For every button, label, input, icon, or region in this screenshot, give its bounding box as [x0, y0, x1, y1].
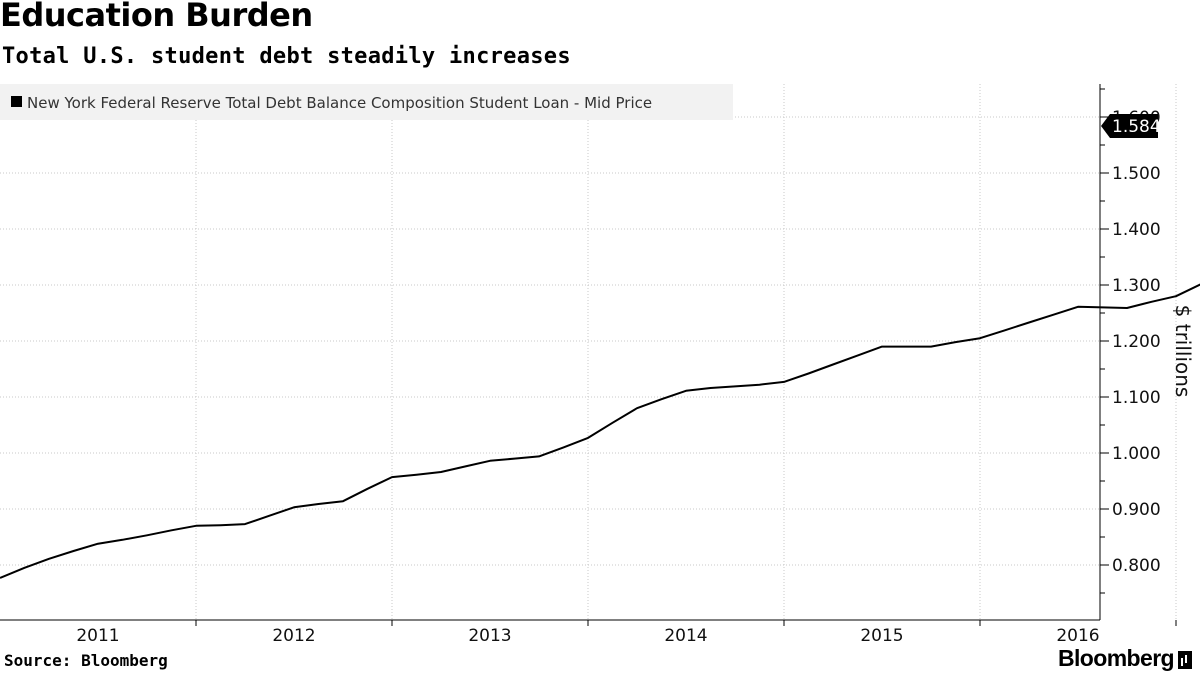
y-tick-label: 1.200	[1112, 332, 1161, 352]
series-layer	[0, 283, 1200, 579]
brand-name: Bloomberg	[1058, 645, 1175, 671]
y-axis: 0.800 0.900 1.000 1.100 1.200 1.300 1.400 1.500…	[1099, 84, 1161, 620]
legend-swatch	[11, 96, 22, 107]
value-callout-box	[1101, 113, 1158, 138]
series-line	[0, 283, 1200, 579]
y-tick-label: 0.800	[1112, 556, 1161, 576]
chart-subtitle: Total U.S. student debt steadily increas…	[2, 44, 571, 69]
bloomberg-chart-icon	[1178, 650, 1192, 669]
x-axis: 2011201220132014201520162017201820192020…	[0, 619, 1177, 646]
y-tick-label: 1.100	[1112, 388, 1161, 408]
x-tick-label: 2015	[860, 626, 903, 646]
x-tick-label: 2013	[468, 626, 511, 646]
y-tick-label: 0.900	[1112, 500, 1161, 520]
bloomberg-logo: Bloomberg	[1058, 645, 1192, 672]
x-tick-label: 2012	[272, 626, 315, 646]
y-tick-label: 1.300	[1112, 276, 1161, 296]
x-tick-label: 2011	[76, 626, 119, 646]
x-tick-label: 2014	[664, 626, 707, 646]
x-tick-label: 2016	[1056, 626, 1099, 646]
legend-background	[0, 84, 733, 120]
source-note: Source: Bloomberg	[4, 651, 168, 670]
legend: New York Federal Reserve Total Debt Bala…	[0, 84, 733, 120]
y-tick-label: 1.500	[1112, 164, 1161, 184]
y-tick-label: 1.400	[1112, 220, 1161, 240]
chart-title: Education Burden	[0, 0, 313, 34]
y-axis-label: $ trillions	[1171, 305, 1195, 398]
grid-layer	[0, 84, 1177, 620]
last-value-callout: 1.584	[1101, 113, 1161, 138]
last-value-label: 1.584	[1112, 117, 1161, 137]
y-tick-label: 1.000	[1112, 444, 1161, 464]
legend-entry: New York Federal Reserve Total Debt Bala…	[27, 94, 652, 112]
